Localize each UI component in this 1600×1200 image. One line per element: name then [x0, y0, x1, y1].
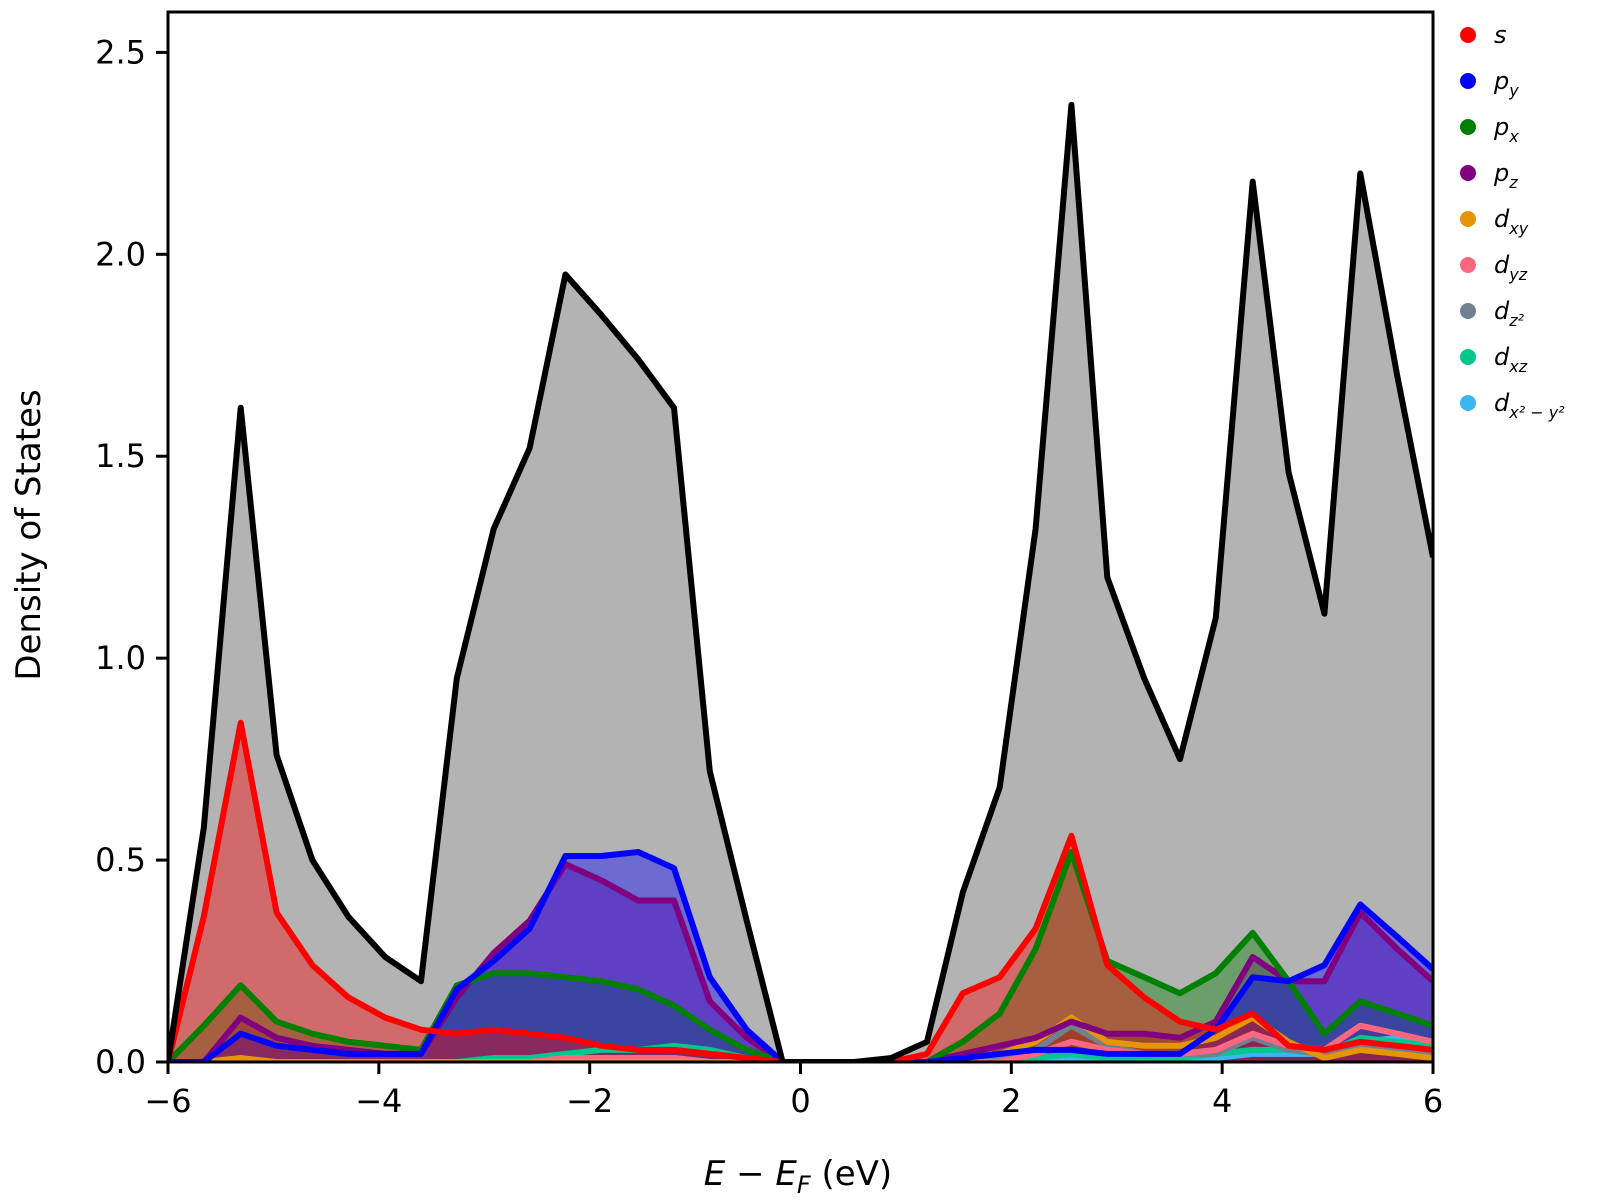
y-tick-label: 1.0 [95, 639, 146, 677]
y-tick-label: 2.0 [95, 235, 146, 273]
x-axis-label: E − EF (eV) [704, 1154, 892, 1199]
total-dos-fill [168, 104, 1433, 1062]
x-tick-label: 2 [1001, 1082, 1021, 1120]
legend-label-sub: yz [1508, 265, 1527, 284]
x-tick-label: 6 [1423, 1082, 1443, 1120]
series-fill-px [168, 852, 1433, 1062]
legend-marker-s [1460, 27, 1476, 43]
y-tick-label: 2.5 [95, 33, 146, 71]
series-fill-pz [168, 864, 1433, 1062]
series-fill-dx2-y2 [168, 1037, 1433, 1062]
legend-label-dx2-y2: dx² − y² [1494, 389, 1565, 422]
x-tick-label: 0 [790, 1082, 810, 1120]
legend-label-dxy: dxy [1494, 205, 1529, 238]
total-dos-line [168, 101, 1433, 1062]
legend-label-sub: xy [1508, 219, 1528, 238]
legend-label-main: d [1494, 205, 1510, 233]
series-line-s [168, 719, 1433, 1062]
legend-marker-px [1460, 119, 1476, 135]
legend-label-sub: z [1508, 173, 1518, 192]
legend-marker-dxy [1460, 211, 1476, 227]
legend-label-sub: z² [1508, 311, 1524, 330]
axes: −6 −4 −2 0 2 4 6 0.0 0.5 1.0 1.5 2.0 2.5 [95, 10, 1443, 1120]
series-line-px [168, 849, 1433, 1062]
legend-label-dyz: dyz [1494, 251, 1528, 284]
x-tick-label: 4 [1212, 1082, 1232, 1120]
series-group [168, 101, 1433, 1062]
y-tick-label: 0.5 [95, 841, 146, 879]
legend-label-sub: xz [1508, 357, 1527, 376]
legend-label-sub: y [1508, 81, 1519, 100]
legend-label-s: s [1494, 21, 1507, 49]
y-axis-label: Density of States [9, 389, 49, 680]
legend-label-main: d [1494, 389, 1510, 417]
legend-label-main: p [1493, 67, 1509, 95]
x-axis-label-main: E − E [704, 1154, 798, 1194]
x-axis-label-units: (eV) [811, 1154, 893, 1194]
x-tick-label: −2 [566, 1082, 613, 1120]
legend-marker-dyz [1460, 257, 1476, 273]
legend-label-main: s [1494, 21, 1507, 49]
legend-label-main: d [1494, 251, 1510, 279]
legend-label-dxz: dxz [1494, 343, 1528, 376]
series-line-dz2 [168, 1022, 1433, 1062]
y-tick-label: 1.5 [95, 437, 146, 475]
series-fill-dxz [168, 1037, 1433, 1062]
series-line-dxy [168, 1014, 1433, 1062]
legend-label-sub: x² − y² [1508, 403, 1565, 422]
legend-marker-dz2 [1460, 303, 1476, 319]
legend-marker-dxz [1460, 349, 1476, 365]
x-tick-label: −4 [355, 1082, 402, 1120]
legend-marker-py [1460, 73, 1476, 89]
y-tick-label: 0.0 [95, 1043, 146, 1081]
series-line-py [168, 849, 1433, 1062]
legend-label-main: d [1494, 343, 1510, 371]
plot-area [168, 101, 1433, 1062]
legend-label-main: d [1494, 297, 1510, 325]
legend-label-py: py [1493, 67, 1519, 100]
series-line-dx2-y2 [168, 1034, 1433, 1062]
x-axis-label-sub: F [797, 1171, 812, 1199]
legend-marker-pz [1460, 165, 1476, 181]
legend-label-sub: x [1508, 127, 1519, 146]
legend-label-pz: pz [1493, 159, 1518, 192]
legend-label-main: p [1493, 113, 1509, 141]
series-line-dyz [168, 1022, 1433, 1062]
x-tick-label: −6 [144, 1082, 191, 1120]
series-fill-py [168, 852, 1433, 1062]
legend-label-main: p [1493, 159, 1509, 187]
legend-marker-dx2-y2 [1460, 395, 1476, 411]
legend-label-px: px [1493, 113, 1519, 146]
legend-label-dz2: dz² [1494, 297, 1525, 330]
